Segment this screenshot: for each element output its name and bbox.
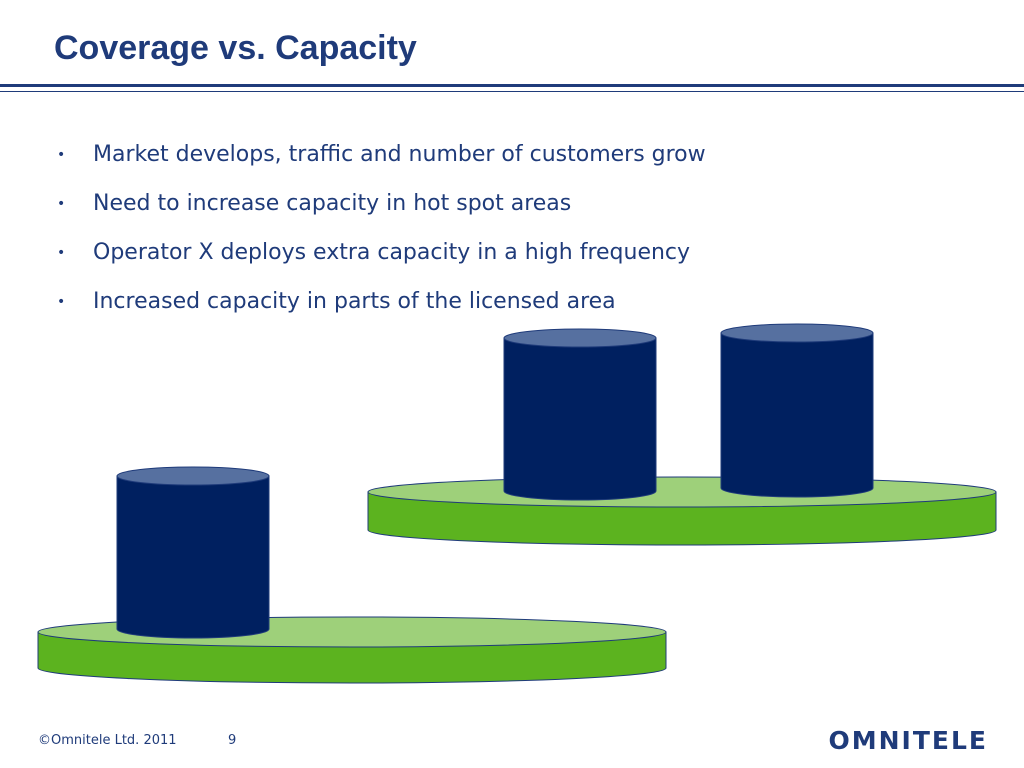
cylinder-top [720, 323, 874, 343]
right-platform-top [367, 476, 997, 508]
cylinder-top [503, 328, 657, 348]
capacity-cylinder-left [116, 466, 270, 639]
bullet-list: • Market develops, traffic and number of … [57, 140, 706, 336]
bullet-text: Market develops, traffic and number of c… [93, 142, 706, 167]
cylinder-body [503, 337, 657, 501]
footer-copyright: ©Omnitele Ltd. 2011 [38, 733, 177, 748]
bullet-dot: • [57, 245, 66, 261]
title-rule-thin [0, 91, 1024, 92]
slide-title: Coverage vs. Capacity [54, 29, 417, 67]
title-rule-thick [0, 84, 1024, 87]
bullet-dot: • [57, 294, 66, 310]
bullet-item: • Market develops, traffic and number of … [57, 140, 706, 189]
bullet-dot: • [57, 196, 66, 212]
bullet-item: • Increased capacity in parts of the lice… [57, 287, 706, 336]
capacity-cylinder-right [720, 323, 874, 498]
bullet-item: • Need to increase capacity in hot spot a… [57, 189, 706, 238]
omnitele-logo: omnitele [828, 726, 988, 755]
cylinder-top [116, 466, 270, 486]
bullet-item: • Operator X deploys extra capacity in a … [57, 238, 706, 287]
bullet-text: Operator X deploys extra capacity in a h… [93, 240, 691, 265]
right-coverage-platform [367, 476, 997, 546]
bullet-dot: • [57, 147, 66, 163]
capacity-cylinder-middle [503, 328, 657, 501]
page-number: 9 [228, 733, 237, 748]
bullet-text: Need to increase capacity in hot spot ar… [93, 191, 572, 216]
cylinder-body [720, 332, 874, 498]
cylinder-body [116, 475, 270, 639]
bullet-text: Increased capacity in parts of the licen… [93, 289, 616, 314]
